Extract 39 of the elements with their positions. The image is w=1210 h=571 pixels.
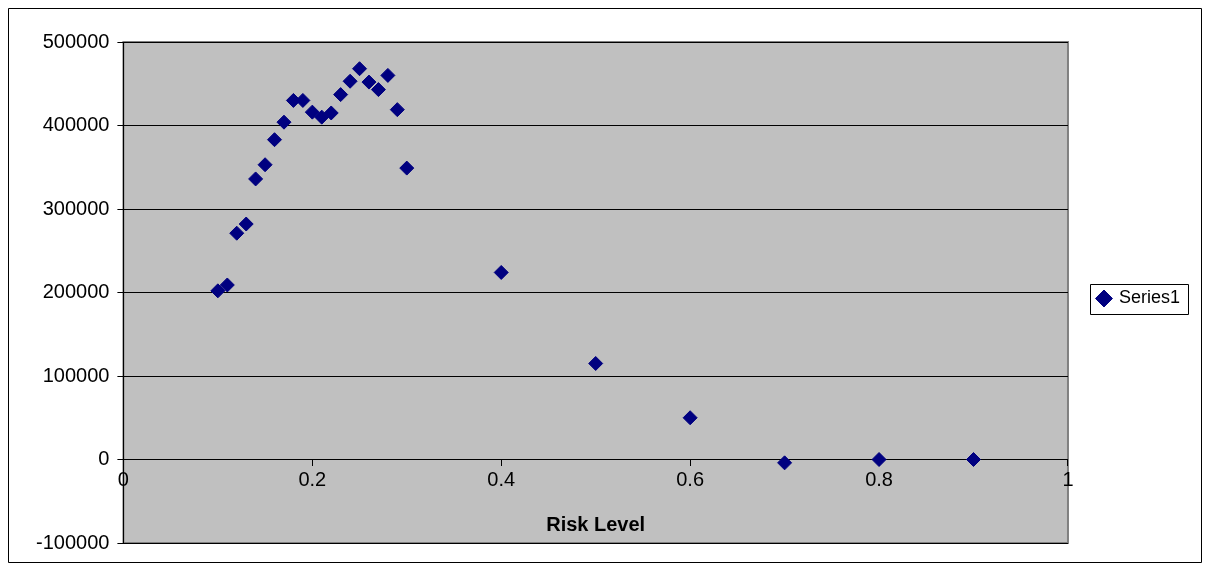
point: [966, 452, 982, 467]
point: [238, 216, 254, 232]
point: [588, 355, 604, 371]
point: [389, 102, 405, 118]
y-tick-label: 200000: [42, 280, 110, 303]
x-tick-label: 0.8: [865, 468, 893, 491]
point: [352, 61, 368, 77]
point: [210, 283, 226, 299]
point: [257, 157, 273, 173]
point: [777, 455, 793, 471]
x-tick-label: 0.2: [298, 468, 327, 491]
point: [276, 114, 292, 130]
point: [229, 225, 245, 241]
point: [380, 67, 396, 83]
legend-label: Series1: [1118, 287, 1180, 308]
point: [682, 410, 698, 426]
point: [219, 277, 235, 293]
y-tick-label: -100000: [35, 530, 110, 553]
y-tick-label: 100000: [42, 363, 110, 386]
point: [333, 87, 349, 103]
x-axis-title: Risk Level: [546, 513, 646, 536]
point: [871, 452, 887, 467]
point: [267, 132, 283, 148]
y-tick-label: 500000: [42, 29, 110, 52]
point: [370, 82, 386, 98]
y-tick-label: 300000: [42, 196, 110, 219]
point: [248, 171, 264, 187]
point: [314, 109, 330, 125]
x-tick-label: 0.4: [487, 468, 516, 491]
point: [493, 264, 509, 280]
point: [361, 74, 377, 90]
point: [342, 73, 358, 89]
x-tick-label: 1: [1062, 468, 1074, 491]
point: [323, 105, 339, 121]
point: [399, 160, 415, 176]
x-tick-label: 0.6: [676, 468, 705, 491]
y-tick-label: 0: [98, 447, 110, 470]
point: [304, 104, 320, 120]
y-tick-label: 400000: [42, 113, 110, 136]
